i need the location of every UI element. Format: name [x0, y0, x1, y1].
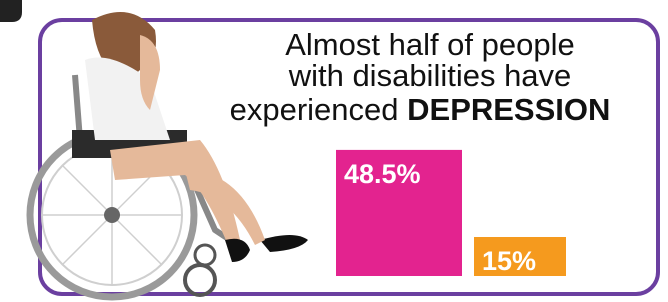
title-line: Almost half of people: [285, 27, 575, 62]
infographic: Almost half of people with disabilities …: [0, 0, 668, 302]
value-label: 48.5%: [344, 159, 421, 189]
value-label: 15%: [482, 246, 536, 276]
title-text: experienced: [230, 92, 399, 127]
title-line: with disabilities have: [288, 58, 572, 93]
title-line: experienced DEPRESSION: [230, 92, 611, 127]
title-emphasis: DEPRESSION: [407, 92, 610, 127]
corner-glyph: [0, 0, 22, 22]
